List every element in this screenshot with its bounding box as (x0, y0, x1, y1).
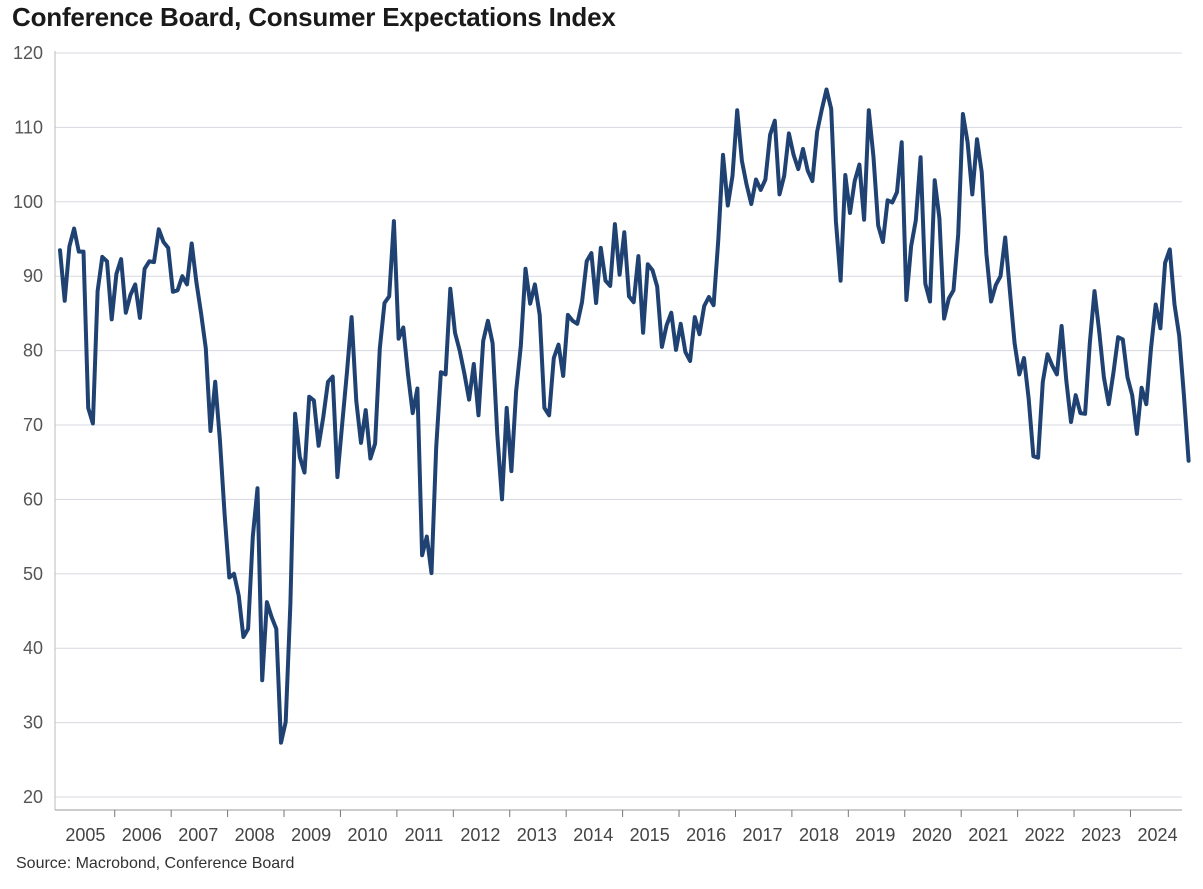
x-tick-label: 2011 (405, 825, 444, 845)
y-tick-label: 50 (23, 564, 43, 584)
x-tick-label: 2019 (855, 825, 895, 845)
series-group (58, 87, 1191, 745)
y-tick-label: 40 (23, 638, 43, 658)
grid-lines (55, 52, 1182, 798)
chart-source: Source: Macrobond, Conference Board (16, 855, 295, 872)
x-tick-label: 2012 (460, 825, 500, 845)
y-tick-label: 110 (14, 117, 43, 137)
series-line-0 (58, 87, 1191, 745)
y-tick-label: 80 (23, 341, 43, 361)
x-tick-label: 2018 (799, 825, 839, 845)
x-tick-label: 2023 (1081, 825, 1121, 845)
x-tick-label: 2008 (235, 825, 275, 845)
y-tick-label: 90 (23, 266, 43, 286)
x-tick-label: 2013 (517, 825, 557, 845)
x-tick-label: 2006 (122, 825, 162, 845)
y-tick-label: 20 (23, 787, 43, 807)
y-tick-label: 100 (13, 192, 43, 212)
x-tick-label: 2020 (912, 825, 952, 845)
y-tick-label: 30 (23, 713, 43, 733)
x-tick-label: 2022 (1025, 825, 1065, 845)
x-tick-label: 2016 (686, 825, 726, 845)
x-tick-label: 2017 (743, 825, 783, 845)
y-tick-label: 120 (13, 43, 43, 63)
y-tick-label: 70 (23, 415, 43, 435)
y-tick-label: 60 (23, 489, 43, 509)
x-tick-label: 2010 (348, 825, 388, 845)
x-tick-label: 2009 (291, 825, 331, 845)
x-tick-label: 2014 (573, 825, 613, 845)
axes (54, 51, 1182, 811)
x-tick-label: 2005 (65, 825, 105, 845)
x-tick-label: 2024 (1138, 825, 1178, 845)
x-tick-label: 2021 (968, 825, 1008, 845)
x-tick-label: 2015 (630, 825, 670, 845)
y-tick-labels: 20 30 40 50 60 70 80 90 100 110 120 (13, 43, 43, 807)
x-tick-label: 2007 (178, 825, 218, 845)
x-tick-labels: 2005 2006 2007 2008 2009 2010 2011 2012 2013 2014… (65, 810, 1178, 845)
chart-title: Conference Board, Consumer Expectations … (12, 2, 616, 32)
